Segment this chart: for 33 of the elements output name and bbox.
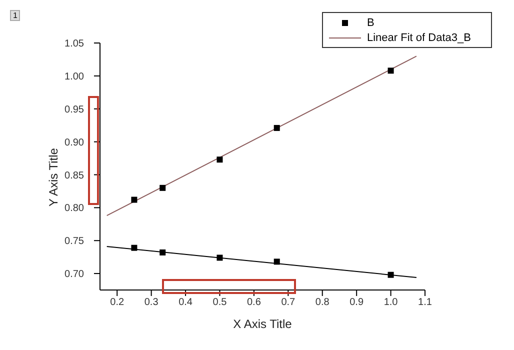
x-tick-label: 0.8 [315,297,330,308]
point [388,68,394,74]
y-tick-label: 0.95 [64,104,84,116]
x-tick-label: 0.3 [144,297,159,308]
text: 1 [10,10,20,21]
y-tick-label: 0.85 [64,170,84,182]
point [216,254,223,261]
point [131,196,138,203]
x-tick-label: 0.9 [350,297,364,308]
x-tick-label: 1.0 [384,297,398,308]
x-tick-label: 0.2 [110,297,124,308]
x-tick-label: 0.5 [212,297,228,308]
x-tick-label: 0.7 [281,297,296,308]
point [160,184,166,191]
legend-label: Linear Fit of Data3_B [367,32,471,44]
x-tick-label: 0.4 [178,297,193,308]
y-tick-label: 0.75 [64,236,84,248]
point [216,156,223,163]
y-axis-title: Y Axis Title [46,148,60,206]
y-tick-label: 1.05 [64,38,84,50]
point [388,272,394,278]
legend-label: B [367,16,374,28]
y-tick-label: 0.90 [64,137,84,148]
y-tick-label: 0.70 [64,269,84,280]
point [274,124,280,131]
point [131,244,138,251]
x-tick-label: 1.1 [418,297,432,308]
y-tick-label: 1.00 [64,71,84,82]
point [160,249,166,256]
y-tick-label: 0.80 [64,203,84,214]
x-tick-label: 0.6 [246,297,262,308]
point [274,258,280,265]
x-axis-title: X Axis Title [233,317,292,331]
